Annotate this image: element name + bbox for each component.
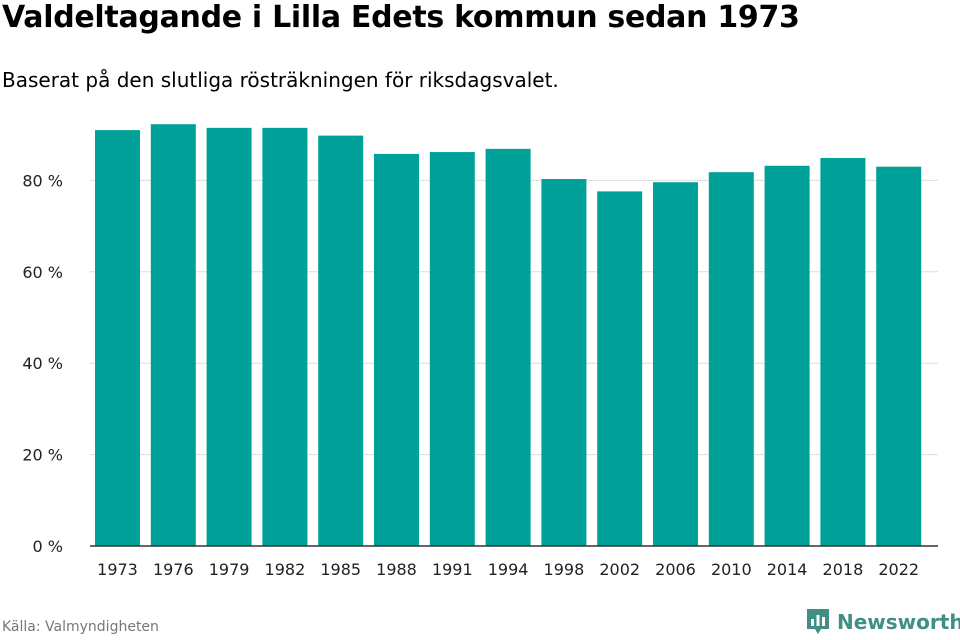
x-tick-label: 1998 bbox=[544, 560, 585, 579]
x-tick-label: 1982 bbox=[265, 560, 306, 579]
newsworthy-logo-icon bbox=[807, 609, 829, 634]
x-tick-label: 2010 bbox=[711, 560, 752, 579]
x-tick-label: 2014 bbox=[767, 560, 808, 579]
x-tick-label: 2006 bbox=[655, 560, 696, 579]
bar-chart: 0 % 20 % 40 % 60 % 80 % 1973 1976 1979 1982 1985… bbox=[22, 124, 938, 579]
bar-1988 bbox=[374, 153, 419, 547]
bar-2002 bbox=[597, 191, 643, 547]
x-tick-labels: 1973 1976 1979 1982 1985 1988 1991 1994 1998 2002… bbox=[97, 560, 919, 579]
bar-2006 bbox=[653, 182, 698, 546]
chart-title: Valdeltagande i Lilla Edets kommun sedan… bbox=[2, 0, 800, 35]
bar-2022 bbox=[876, 166, 922, 546]
x-tick-label: 1985 bbox=[320, 560, 361, 579]
bar-1973 bbox=[95, 130, 140, 546]
y-tick-label: 0 % bbox=[33, 537, 63, 556]
bar-1994 bbox=[485, 148, 531, 546]
bar-1979 bbox=[206, 127, 252, 546]
y-tick-label: 80 % bbox=[22, 171, 63, 190]
bars bbox=[95, 124, 922, 547]
x-tick-label: 1988 bbox=[376, 560, 417, 579]
x-tick-label: 1973 bbox=[97, 560, 138, 579]
bar-1985 bbox=[318, 135, 364, 546]
x-tick-label: 2018 bbox=[823, 560, 864, 579]
x-tick-label: 1976 bbox=[153, 560, 194, 579]
x-tick-label: 2022 bbox=[878, 560, 919, 579]
brand-name: Newsworthy bbox=[837, 610, 960, 634]
y-tick-label: 40 % bbox=[22, 354, 63, 373]
x-tick-label: 1991 bbox=[432, 560, 473, 579]
bar-1976 bbox=[150, 124, 196, 547]
x-tick-label: 2002 bbox=[599, 560, 640, 579]
bar-2018 bbox=[820, 158, 866, 546]
bar-1991 bbox=[429, 152, 475, 547]
brand-logo: Newsworthy bbox=[805, 607, 960, 637]
bar-2014 bbox=[764, 165, 810, 546]
x-tick-label: 1994 bbox=[488, 560, 529, 579]
bar-1982 bbox=[262, 127, 308, 546]
y-tick-label: 20 % bbox=[22, 446, 63, 465]
y-tick-labels: 0 % 20 % 40 % 60 % 80 % bbox=[22, 171, 63, 556]
bar-2010 bbox=[708, 172, 754, 546]
source-note: Källa: Valmyndigheten bbox=[2, 619, 159, 635]
chart-subtitle: Baserat på den slutliga rösträkningen fö… bbox=[2, 68, 559, 92]
bar-1998 bbox=[541, 179, 587, 547]
x-tick-label: 1979 bbox=[209, 560, 250, 579]
y-tick-label: 60 % bbox=[22, 263, 63, 282]
